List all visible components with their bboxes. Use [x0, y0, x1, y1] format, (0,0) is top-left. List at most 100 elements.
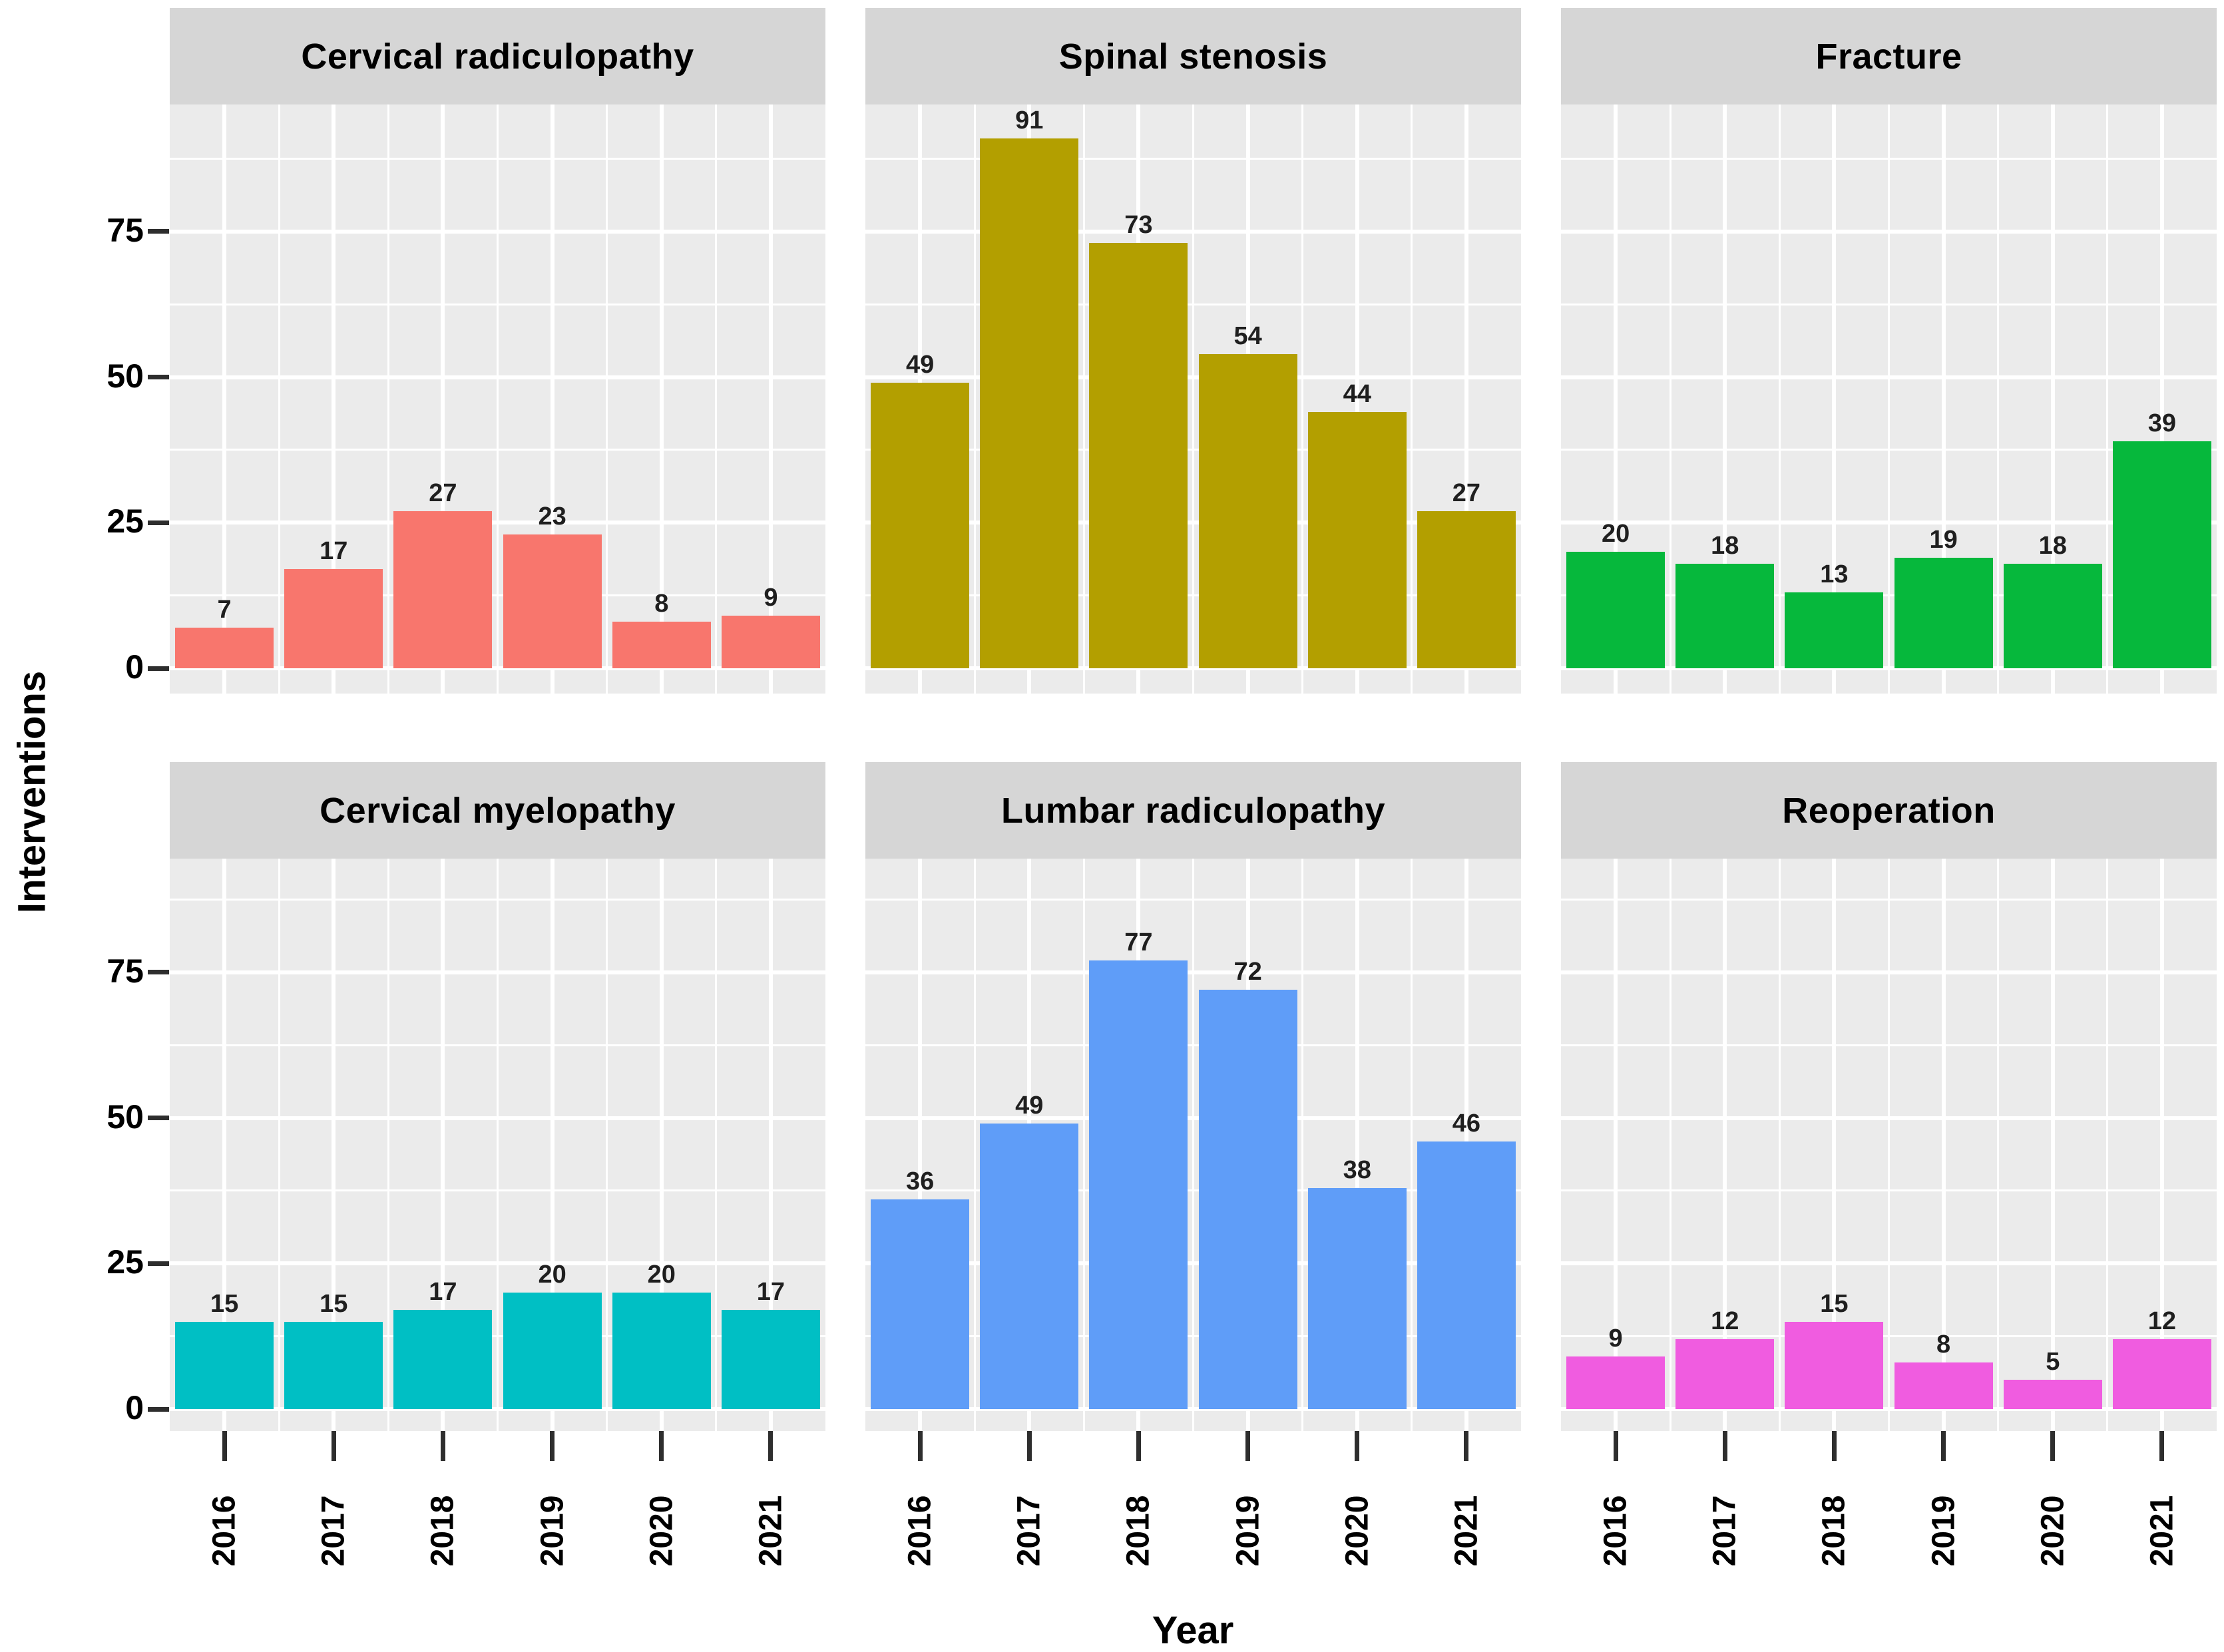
x-tick-label-2016: 2016	[206, 1495, 242, 1567]
bar-value-label: 49	[905, 351, 935, 379]
bar-value-label: 46	[1452, 1109, 1481, 1137]
bar-value-label: 9	[1608, 1325, 1623, 1353]
gridline-minor-v	[1778, 104, 1781, 694]
gridline-major-v	[222, 859, 227, 1431]
y-axis-title: Interventions	[10, 670, 54, 914]
gridline-major-v	[1723, 859, 1727, 1431]
x-axis-title: Year	[1152, 1609, 1234, 1652]
gridline-major-v	[2159, 104, 2164, 694]
x-tick-mark	[1464, 1431, 1469, 1461]
bar-value-label: 17	[756, 1278, 785, 1307]
gridline-major-v	[1614, 859, 1618, 1431]
facet-title: Cervical myelopathy	[320, 790, 676, 831]
gridline-major-v	[441, 104, 445, 694]
x-tick-mark	[1245, 1431, 1251, 1461]
facet-title: Fracture	[1815, 36, 1962, 77]
bar-value-label: 27	[1452, 479, 1481, 507]
gridline-minor-v	[1192, 859, 1194, 1431]
bar-value-label: 39	[2147, 409, 2177, 437]
bar-2019	[1894, 557, 1993, 668]
gridline-major-v	[768, 104, 773, 694]
gridline-minor-v	[715, 859, 718, 1431]
bar-value-label: 72	[1233, 958, 1262, 986]
bar-2020	[2003, 1380, 2102, 1409]
gridline-minor-v	[497, 104, 499, 694]
gridline-major-v	[332, 859, 336, 1431]
bar-2019	[1198, 353, 1297, 668]
x-tick-label-2021: 2021	[1448, 1495, 1484, 1567]
bar-value-label: 17	[320, 537, 348, 566]
gridline-major-v	[550, 104, 555, 694]
x-tick-label-2018: 2018	[1816, 1495, 1852, 1567]
gridline-major-v	[1355, 859, 1359, 1431]
gridline-minor-v	[1669, 859, 1671, 1431]
bar-2018	[1785, 592, 1884, 668]
x-tick-mark	[1136, 1431, 1141, 1461]
bar-2016	[871, 383, 970, 668]
gridline-minor-v	[606, 104, 608, 694]
gridline-minor-v	[1997, 104, 2000, 694]
bar-value-label: 18	[2038, 531, 2067, 560]
bar-2021	[1417, 1141, 1516, 1409]
x-tick-label-2021: 2021	[2144, 1495, 2180, 1567]
y-tick-label-75: 75	[107, 211, 144, 249]
x-tick-label-2016: 2016	[902, 1495, 938, 1567]
x-tick-label-2016: 2016	[1598, 1495, 1634, 1567]
gridline-major-v	[2050, 859, 2055, 1431]
y-tick-mark	[148, 520, 169, 525]
facet-title: Cervical radiculopathy	[301, 36, 694, 77]
gridline-minor-v	[1411, 104, 1413, 694]
x-tick-label-2021: 2021	[753, 1495, 789, 1567]
gridline-minor-v	[606, 859, 608, 1431]
facet-strip: Fracture	[1561, 8, 2217, 104]
gridline-minor-v	[2106, 859, 2109, 1431]
bar-value-label: 77	[1124, 929, 1153, 957]
bar-2016	[1566, 1356, 1666, 1409]
facet-plot-area: 49 91 73 54 44 27	[865, 104, 1521, 694]
gridline-minor-v	[1778, 859, 1781, 1431]
bar-value-label: 12	[1711, 1307, 1739, 1335]
bar-2020	[1307, 412, 1407, 668]
x-tick-label-2020: 2020	[644, 1495, 680, 1567]
y-tick-mark	[148, 1261, 169, 1266]
bar-value-label: 8	[654, 590, 669, 618]
gridline-minor-v	[1082, 859, 1085, 1431]
x-tick-mark	[331, 1431, 336, 1461]
facet-plot-area: 20 18 13 19 18 39	[1561, 104, 2217, 694]
gridline-major-v	[1464, 104, 1468, 694]
gridline-minor-v	[1082, 104, 1085, 694]
gridline-minor-v	[1888, 104, 1890, 694]
x-tick-mark	[1026, 1431, 1032, 1461]
facet-plot-area: 36 49 77 72 38 46	[865, 859, 1521, 1431]
gridline-minor-v	[973, 859, 976, 1431]
bar-2018	[1785, 1321, 1884, 1409]
bar-value-label: 5	[2046, 1348, 2060, 1376]
bar-value-label: 91	[1015, 106, 1044, 134]
x-tick-mark	[1355, 1431, 1360, 1461]
bar-2017	[1675, 1339, 1775, 1409]
gridline-major-v	[550, 859, 555, 1431]
x-tick-label-2019: 2019	[1230, 1495, 1266, 1567]
gridline-minor-v	[1301, 859, 1304, 1431]
gridline-major-v	[222, 104, 227, 694]
bar-2016	[175, 1321, 274, 1409]
gridline-major-v	[659, 104, 664, 694]
gridline-minor-v	[1192, 104, 1194, 694]
gridline-minor-v	[387, 859, 389, 1431]
y-tick-mark	[148, 1116, 169, 1120]
bar-value-label: 8	[1936, 1331, 1951, 1358]
bar-2018	[1089, 243, 1188, 668]
gridline-minor-v	[1669, 104, 1671, 694]
bar-2020	[1307, 1187, 1407, 1409]
bar-2021	[721, 616, 820, 668]
gridline-minor-v	[1411, 859, 1413, 1431]
x-tick-label-2019: 2019	[535, 1495, 570, 1567]
y-tick-mark	[148, 1406, 169, 1412]
gridline-major-v	[1941, 859, 1946, 1431]
y-tick-mark	[148, 970, 169, 975]
y-tick-label-50: 50	[107, 1098, 144, 1136]
x-tick-mark	[659, 1431, 664, 1461]
x-tick-mark	[917, 1431, 923, 1461]
gridline-major-v	[1832, 104, 1837, 694]
